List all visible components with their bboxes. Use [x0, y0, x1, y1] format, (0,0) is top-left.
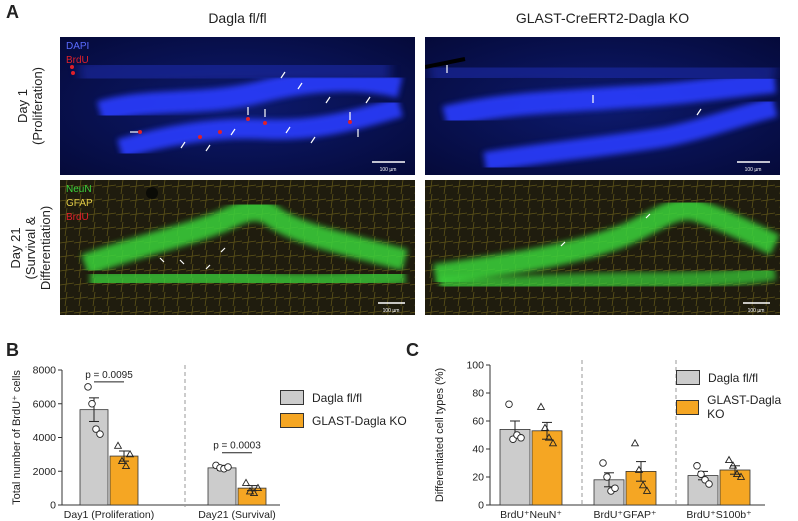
- channel-label-dapi: DAPI: [66, 41, 90, 52]
- panel-letter-b: B: [6, 340, 19, 360]
- y-tick-label: 0: [50, 500, 56, 512]
- legend-item-control: Dagla fl/fl: [676, 370, 798, 385]
- data-point: [705, 480, 713, 488]
- data-point: [548, 438, 558, 447]
- data-point: [253, 483, 263, 491]
- legend-swatch-ko: [280, 413, 304, 428]
- legend-label-control: Dagla fl/fl: [708, 370, 759, 385]
- row-label-day21-line1: Day 21: [8, 227, 23, 269]
- data-point: [544, 433, 554, 441]
- column-title-control: Dagla fl/fl: [208, 10, 267, 26]
- legend-item-control: Dagla fl/fl: [280, 390, 407, 405]
- bar: [79, 409, 109, 506]
- legend-swatch-ko: [676, 399, 700, 415]
- y-tick-label: 60: [472, 416, 484, 428]
- micrograph-day21-ko: 100 µm: [425, 180, 780, 315]
- micrograph-day1-ko: 100 µm: [425, 37, 780, 175]
- data-point: [125, 449, 135, 458]
- panel-letter-c: C: [406, 340, 419, 360]
- panel-letter-a: A: [6, 2, 19, 22]
- data-point: [92, 425, 100, 433]
- data-point: [505, 400, 513, 408]
- channel-label-brdu: BrdU: [66, 212, 89, 223]
- y-tick-label: 20: [472, 472, 484, 484]
- scale-bar-label: 100 µm: [383, 308, 400, 314]
- legend-item-ko: GLAST-Dagla KO: [676, 393, 798, 421]
- data-point: [536, 402, 546, 410]
- data-point: [603, 473, 611, 481]
- data-point: [121, 461, 131, 470]
- y-tick-label: 2000: [33, 466, 57, 478]
- micrograph-day1-control: 100 µm DAPI BrdU: [60, 37, 415, 175]
- legend-b: Dagla fl/fl GLAST-Dagla KO: [280, 390, 407, 428]
- data-point: [732, 469, 742, 478]
- legend-item-ko: GLAST-Dagla KO: [280, 413, 407, 428]
- data-point: [599, 459, 607, 467]
- row-label-day1: Day 1 (Proliferation): [15, 41, 47, 171]
- data-point: [630, 438, 640, 447]
- y-tick-label: 4000: [33, 432, 57, 444]
- row-label-day21-line2: (Survival &: [23, 216, 38, 280]
- data-point: [241, 478, 251, 486]
- data-point: [113, 441, 123, 449]
- bar: [719, 469, 751, 506]
- y-tick-label: 100: [466, 360, 484, 372]
- data-point: [96, 430, 104, 438]
- data-point: [638, 480, 648, 489]
- x-category-label: BrdU⁺GFAP⁺: [593, 509, 656, 521]
- x-category-label: Day21 (Survival): [198, 509, 276, 521]
- data-point: [697, 470, 705, 478]
- data-point: [736, 472, 746, 480]
- data-point: [84, 383, 92, 391]
- bar: [109, 455, 139, 506]
- bar-chart-brdu-total: 0 2000 4000 6000 8000 Total number of BrdU⁺ c…: [11, 365, 280, 521]
- data-point: [517, 434, 525, 442]
- x-category-label: Day1 (Proliferation): [64, 509, 154, 521]
- data-point: [88, 400, 96, 408]
- bar: [207, 467, 237, 506]
- row-label-day21: Day 21 (Survival & Differentiation): [8, 173, 56, 323]
- data-point: [724, 455, 734, 464]
- legend-swatch-control: [676, 370, 700, 385]
- channel-label-neun: NeuN: [66, 184, 92, 195]
- row-label-day1-line1: Day 1: [15, 89, 30, 123]
- p-value-label: p = 0.0003: [213, 441, 261, 452]
- y-tick-label: 40: [472, 444, 484, 456]
- x-category-label: BrdU⁺S100b⁺: [686, 509, 752, 521]
- channel-label-brdu: BrdU: [66, 55, 89, 66]
- data-point: [634, 465, 644, 473]
- channel-label-gfap: GFAP: [66, 198, 93, 209]
- legend-c: Dagla fl/fl GLAST-Dagla KO: [676, 370, 798, 421]
- data-point: [249, 488, 259, 497]
- micrograph-day21-control: 100 µm NeuN GFAP BrdU: [60, 180, 415, 315]
- p-value-label: p = 0.0095: [85, 370, 133, 381]
- data-point: [245, 486, 255, 495]
- x-category-label: BrdU⁺NeuN⁺: [500, 509, 562, 521]
- data-point: [117, 456, 127, 464]
- scale-bar-label: 100 µm: [745, 167, 762, 173]
- legend-label-ko: GLAST-Dagla KO: [312, 413, 407, 428]
- legend-swatch-control: [280, 390, 304, 405]
- legend-label-ko: GLAST-Dagla KO: [707, 393, 782, 421]
- bar-chart-differentiation: 0 20 40 60 80 100 Differentiated cell types (%…: [434, 360, 765, 521]
- row-label-day1-line2: (Proliferation): [30, 66, 45, 146]
- scale-bar-label: 100 µm: [748, 308, 765, 314]
- y-axis-label: Differentiated cell types (%): [434, 368, 446, 502]
- y-tick-label: 8000: [33, 365, 57, 377]
- y-tick-label: 0: [478, 500, 484, 512]
- y-axis-label: Total number of BrdU⁺ cells: [11, 370, 23, 505]
- data-point: [642, 486, 652, 494]
- y-tick-label: 6000: [33, 398, 57, 410]
- data-point: [728, 461, 738, 469]
- legend-label-control: Dagla fl/fl: [312, 390, 363, 405]
- data-point: [693, 462, 701, 470]
- scale-bar-label: 100 µm: [380, 167, 397, 173]
- bar: [531, 430, 563, 506]
- y-tick-label: 80: [472, 388, 484, 400]
- data-point: [224, 463, 232, 471]
- row-label-day21-line3: Differentiation): [38, 205, 53, 291]
- data-point: [611, 484, 619, 492]
- column-title-ko: GLAST-CreERT2-Dagla KO: [515, 10, 690, 26]
- data-point: [540, 423, 550, 431]
